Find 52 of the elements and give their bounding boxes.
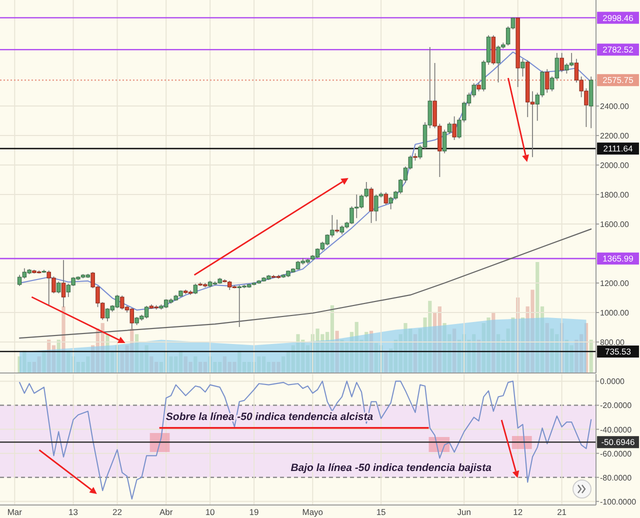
bar (62, 306, 66, 373)
ref-line-label: 2111.64 (603, 144, 633, 154)
y-tick-label: 2400.00 (600, 102, 630, 112)
y-tick-label: 2200.00 (600, 132, 630, 141)
ref-line-label: 1365.99 (602, 254, 634, 264)
bar (476, 340, 481, 373)
ref-line-label: 735.53 (605, 346, 632, 357)
candlestick (193, 283, 198, 295)
bar (413, 334, 418, 373)
line-series (18, 52, 592, 311)
candlestick (520, 58, 525, 77)
y-tick-label: 1600.00 (600, 220, 630, 230)
y-tick-label: 1000.00 (600, 308, 630, 318)
y-tick-label: 1200.00 (600, 279, 630, 288)
x-tick-label: 10 (205, 507, 216, 517)
y-tick-label: 0.0000 (600, 377, 626, 386)
y-tick-label: -20.0000 (600, 401, 632, 410)
bar (520, 318, 525, 373)
ref-line-label: 2998.46 (602, 12, 634, 23)
candlestick (560, 52, 564, 73)
candlestick (452, 116, 456, 140)
ref-line-label: 2575.75 (602, 75, 634, 86)
candlestick (334, 219, 340, 234)
y-tick-label: -60.0000 (600, 449, 632, 458)
line-series (18, 228, 592, 339)
y-tick-label: -80.0000 (600, 473, 632, 482)
y-tick-label: -100.0000 (600, 497, 637, 506)
ref-line-label: 2782.52 (602, 44, 634, 55)
ref-line-label: -50.6946 (601, 437, 636, 448)
x-tick-label: 15 (376, 507, 386, 517)
bar (56, 340, 60, 373)
x-tick-label: 22 (112, 507, 122, 517)
x-tick-label: Mayo (302, 507, 324, 517)
y-tick-label: 2000.00 (600, 161, 630, 170)
x-tick-label: 19 (249, 507, 260, 517)
candlestick (384, 192, 388, 206)
candlestick (545, 68, 550, 94)
x-tick-label: Mar (7, 507, 22, 517)
bar (369, 330, 374, 373)
x-tick-label: Abr (159, 507, 173, 517)
x-tick-label: 13 (68, 507, 78, 517)
y-tick-label: 1800.00 (600, 190, 630, 200)
x-tick-label: 12 (513, 507, 523, 517)
x-tick-label: Jun (457, 507, 472, 517)
y-tick-label: -40.0000 (600, 425, 632, 434)
candlestick (56, 281, 61, 294)
line-series (18, 380, 592, 500)
candlestick (369, 186, 374, 224)
bar (589, 340, 593, 373)
x-tick-label: 21 (557, 507, 567, 517)
y-tick-label: 800.00 (600, 338, 626, 348)
annotation: Bajo la línea -50 indica tendencia bajista (290, 462, 492, 474)
